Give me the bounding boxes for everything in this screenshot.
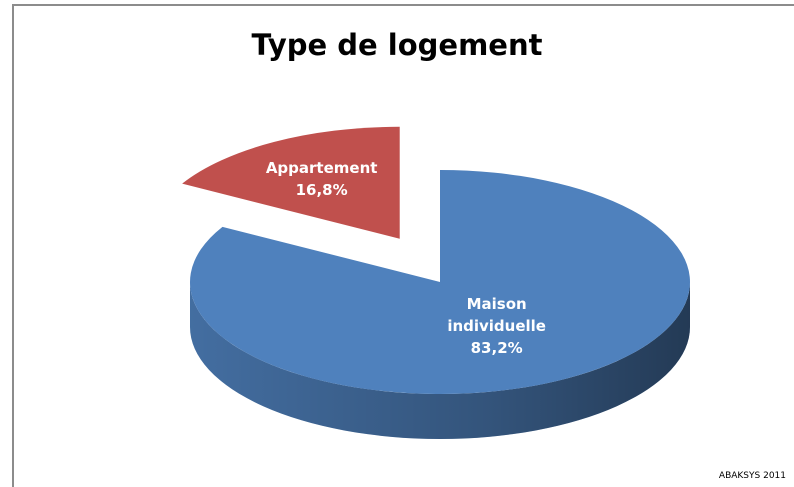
slice-label: Maison individuelle 83,2%: [437, 293, 557, 359]
chart-title: Type de logement: [251, 28, 543, 62]
slice-value: 16,8%: [295, 180, 348, 199]
slice-name: Appartement: [265, 158, 378, 177]
pie-slice: [190, 170, 691, 395]
annotation: ABAKSYS 2011: [718, 471, 786, 481]
chart-frame: [12, 4, 794, 487]
slice-side-shade: [190, 282, 690, 439]
slice-value: 83,2%: [470, 338, 523, 357]
slice-name: Maison individuelle: [447, 294, 546, 335]
pie-slice: [182, 126, 400, 239]
slice-label: Appartement 16,8%: [242, 157, 402, 201]
